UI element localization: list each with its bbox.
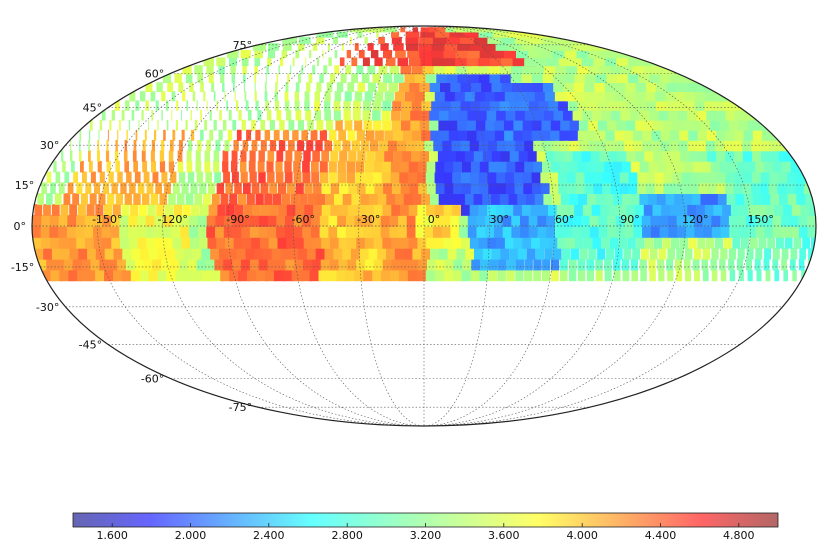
lon-label: 150° (747, 213, 774, 226)
lon-label: 0° (428, 213, 441, 226)
lat-label: 60° (145, 68, 165, 81)
lat-label: 30° (40, 139, 60, 152)
lat-label: 15° (15, 179, 35, 192)
lon-label: 90° (620, 213, 640, 226)
colorbar-tick-label: 2.800 (331, 529, 363, 542)
lat-label: 45° (83, 102, 103, 115)
lon-label: -150° (92, 213, 122, 226)
map-outline (31, 25, 817, 427)
colorbar-tick-label: 4.400 (645, 529, 677, 542)
colorbar: 1.600 2.000 2.400 2.800 3.200 3.600 4.000 4.400… (72, 512, 779, 542)
colorbar-tick-label: 2.000 (175, 529, 207, 542)
lat-label: -15° (11, 261, 34, 274)
colorbar-tick-label: 3.200 (410, 529, 442, 542)
colorbar-ticks: 1.600 2.000 2.400 2.800 3.200 3.600 4.000 4.400… (96, 523, 755, 542)
lon-label: -120° (157, 213, 187, 226)
colorbar-tick-label: 4.800 (723, 529, 755, 542)
lon-label: -60° (292, 213, 315, 226)
lat-label: -45° (79, 338, 102, 351)
colorbar-tick-label: 2.400 (253, 529, 285, 542)
colorbar-tick-label: 4.000 (566, 529, 598, 542)
lon-label: 120° (682, 213, 709, 226)
lon-label: 30° (490, 213, 510, 226)
data-coverage (32, 27, 816, 282)
lat-label: 75° (233, 39, 253, 52)
colorbar-tick-label: 1.600 (96, 529, 128, 542)
lat-label: 0° (14, 220, 27, 233)
colorbar-tick-label: 3.600 (488, 529, 520, 542)
lat-label: -75° (229, 401, 252, 414)
longitude-labels: -150° -120° -90° -60° -30° 0° 30° 60° 90° 120° 150… (92, 213, 774, 226)
colorbar-gradient (73, 513, 778, 527)
lon-label: -30° (357, 213, 380, 226)
graticule (32, 26, 816, 426)
lat-label: -30° (36, 301, 59, 314)
latitude-labels: 75° 60° 45° 30° 15° 0° -15° -30° -45° -60° -75° (11, 39, 252, 414)
lon-label: 60° (555, 213, 575, 226)
lon-label: -90° (226, 213, 249, 226)
lat-label: -60° (141, 373, 164, 386)
